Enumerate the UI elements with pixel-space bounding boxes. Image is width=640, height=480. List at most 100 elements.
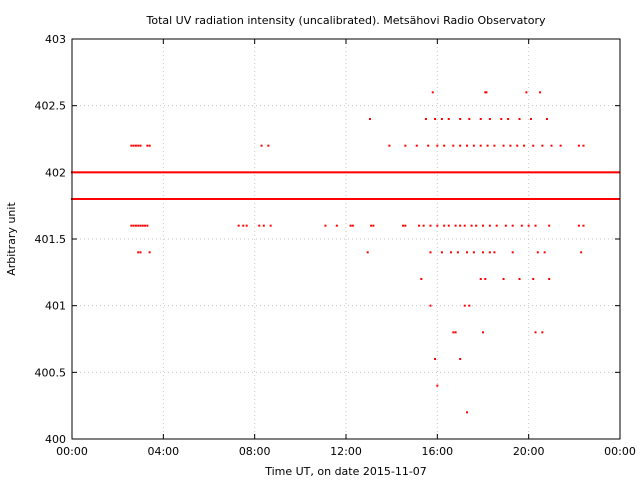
data-point <box>512 198 515 200</box>
data-point <box>547 171 550 174</box>
data-point <box>439 198 441 200</box>
data-point <box>507 118 510 120</box>
data-point <box>402 224 405 227</box>
data-point <box>104 171 107 174</box>
x-tick-label: 00:00 <box>604 445 636 458</box>
data-point <box>77 198 80 200</box>
data-point <box>237 224 240 227</box>
data-point <box>83 171 86 174</box>
data-point <box>555 198 558 200</box>
data-point <box>461 198 464 200</box>
data-point <box>283 198 286 200</box>
data-point <box>72 198 75 200</box>
data-point <box>123 171 126 174</box>
data-point <box>459 224 462 227</box>
data-point <box>330 198 333 200</box>
data-point <box>495 171 497 174</box>
data-point <box>74 171 77 174</box>
data-point <box>541 198 544 200</box>
data-point <box>523 171 526 174</box>
data-point <box>216 198 219 200</box>
data-point <box>373 171 376 174</box>
data-point <box>488 171 491 174</box>
data-point <box>341 198 344 200</box>
data-point <box>280 198 283 200</box>
x-tick-label: 12:00 <box>330 445 362 458</box>
data-point <box>575 198 577 200</box>
data-point <box>267 198 270 200</box>
data-point <box>280 171 283 174</box>
data-point <box>495 198 497 200</box>
data-point <box>541 331 544 334</box>
data-point <box>167 171 169 174</box>
data-point <box>130 144 133 147</box>
data-point <box>283 171 286 174</box>
data-point <box>75 171 78 174</box>
data-point <box>554 171 557 174</box>
data-point <box>404 144 407 147</box>
y-tick-label: 400.5 <box>35 366 67 379</box>
data-point <box>99 171 102 174</box>
data-point <box>372 224 375 227</box>
data-point <box>314 171 317 174</box>
data-point <box>407 171 409 174</box>
data-point <box>344 198 347 200</box>
data-point <box>538 171 541 174</box>
data-point <box>189 171 192 174</box>
data-point <box>507 171 510 174</box>
data-point <box>146 171 149 174</box>
data-point <box>486 144 489 147</box>
data-point <box>245 224 248 227</box>
data-point <box>357 171 360 174</box>
data-point <box>503 198 505 200</box>
data-point <box>367 198 369 200</box>
data-point <box>463 224 466 227</box>
data-point <box>117 198 120 200</box>
data-point <box>618 198 621 200</box>
data-point <box>418 224 421 227</box>
data-point <box>362 198 365 200</box>
data-point <box>261 171 264 174</box>
data-point <box>255 198 257 200</box>
data-point <box>416 171 419 174</box>
data-point <box>431 198 433 200</box>
data-point <box>272 198 275 200</box>
data-point <box>466 411 469 414</box>
data-point <box>568 171 571 174</box>
data-point <box>176 171 179 174</box>
data-point <box>137 144 140 147</box>
x-tick-label: 08:00 <box>239 445 271 458</box>
data-point <box>139 171 142 174</box>
data-point <box>271 198 273 200</box>
data-point <box>391 171 393 174</box>
data-point <box>328 171 331 174</box>
data-point <box>131 198 134 200</box>
data-point <box>392 171 395 174</box>
data-point <box>312 171 315 174</box>
data-point <box>527 198 529 200</box>
data-point <box>91 171 94 174</box>
data-point <box>307 198 310 200</box>
data-point <box>373 198 376 200</box>
data-point <box>504 224 507 227</box>
data-point <box>475 224 478 227</box>
data-point <box>170 171 173 174</box>
data-point <box>482 198 485 200</box>
data-point <box>173 171 176 174</box>
data-point <box>496 171 499 174</box>
data-point <box>413 198 416 200</box>
data-point <box>245 198 248 200</box>
data-point <box>288 198 291 200</box>
data-point <box>139 251 142 254</box>
data-point <box>274 198 277 200</box>
data-point <box>488 118 491 120</box>
data-point <box>522 198 525 200</box>
data-point <box>282 171 285 174</box>
data-point <box>136 171 139 174</box>
data-point <box>335 224 338 227</box>
data-point <box>616 198 619 200</box>
data-point <box>133 171 136 174</box>
data-point <box>447 171 449 174</box>
data-point <box>154 171 157 174</box>
data-point <box>357 198 360 200</box>
